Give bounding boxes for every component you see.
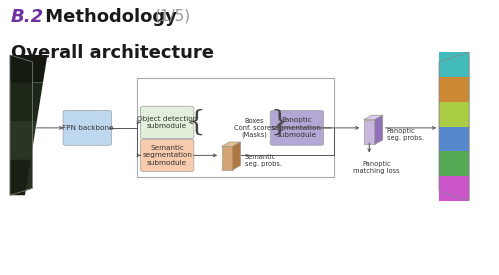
Text: Object detection
submodule: Object detection submodule [137,116,197,129]
Text: Semantic
seg. probs.: Semantic seg. probs. [245,154,281,167]
FancyBboxPatch shape [270,110,323,145]
FancyBboxPatch shape [364,120,375,144]
Polygon shape [222,142,241,146]
Text: B.2: B.2 [11,8,44,26]
Polygon shape [439,102,469,126]
Polygon shape [439,176,469,201]
Text: Methodology: Methodology [39,8,183,26]
Polygon shape [439,151,469,176]
Text: Panoptic
seg. probs.: Panoptic seg. probs. [387,128,424,141]
Polygon shape [439,77,469,102]
Text: }: } [270,109,288,136]
Polygon shape [375,115,383,144]
FancyBboxPatch shape [141,139,194,172]
Text: Panoptic
segmentation
submodule: Panoptic segmentation submodule [272,117,322,138]
FancyBboxPatch shape [222,146,233,170]
Polygon shape [10,121,37,160]
Polygon shape [10,82,43,121]
Polygon shape [439,52,469,201]
Text: Semantic
segmentation
submodule: Semantic segmentation submodule [142,145,192,166]
Text: Boxes
Conf. scores
(Masks): Boxes Conf. scores (Masks) [234,118,275,138]
Polygon shape [439,126,469,151]
Text: FPN backbone: FPN backbone [61,125,113,131]
FancyBboxPatch shape [141,106,194,138]
Text: (1/5): (1/5) [155,8,191,23]
Polygon shape [233,142,241,170]
Text: Overall architecture: Overall architecture [11,44,214,62]
Polygon shape [364,115,383,120]
Polygon shape [10,160,30,195]
Text: Panoptic
matching loss: Panoptic matching loss [353,161,400,174]
Polygon shape [439,52,469,77]
FancyBboxPatch shape [63,110,111,145]
Text: {: { [187,109,205,136]
Polygon shape [10,55,32,195]
Polygon shape [10,55,47,82]
